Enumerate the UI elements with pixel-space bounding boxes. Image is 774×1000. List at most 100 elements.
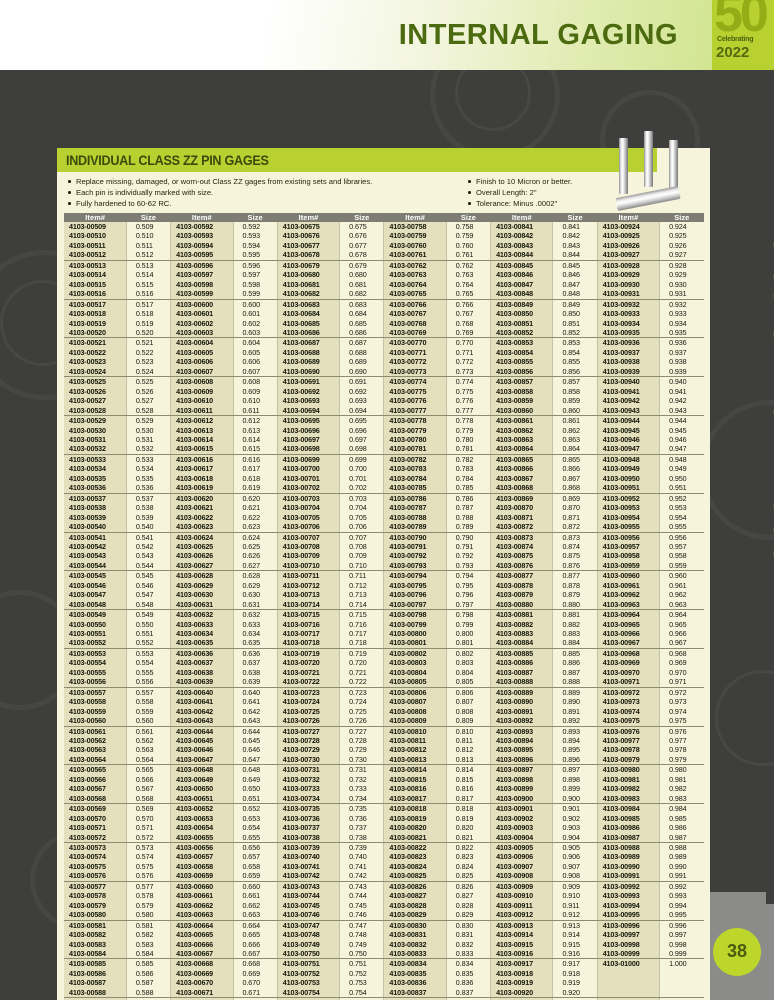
cell-size: 0.788 <box>446 512 492 523</box>
cell-size: 0.960 <box>659 570 704 581</box>
cell-item-number: 4103-00623 <box>170 522 234 533</box>
cell-size: 0.901 <box>552 803 598 814</box>
cell-item-number: 4103-00659 <box>170 871 234 882</box>
cell-item-number: 4103-00584 <box>64 948 127 960</box>
column-header-item: Item# <box>383 213 447 222</box>
cell-item-number: 4103-00855 <box>490 357 554 367</box>
cell-size: 0.914 <box>552 930 598 940</box>
cell-size: 0.601 <box>233 309 278 319</box>
cell-item-number: 4103-00842 <box>490 231 554 241</box>
table-row: 4103-00551 0.551 4103-00634 0.634 4103-00717… <box>64 629 704 639</box>
cell-size: 0.531 <box>126 434 172 445</box>
table-row: 4103-00538 0.538 4103-00621 0.621 4103-00704… <box>64 503 704 513</box>
cell-size: 0.819 <box>446 813 492 824</box>
cell-size: 0.935 <box>659 327 704 339</box>
cell-size: 0.748 <box>339 930 385 940</box>
cell-item-number: 4103-00876 <box>490 560 554 572</box>
cell-item-number: 4103-00629 <box>170 580 234 591</box>
cell-item-number: 4103-00519 <box>64 318 127 328</box>
cell-item-number: 4103-00696 <box>277 425 341 435</box>
feature-bullets: Replace missing, damaged, or worn-out Cl… <box>57 176 710 210</box>
cell-item-number: 4103-00664 <box>170 920 234 931</box>
cell-item-number: 4103-00764 <box>383 279 447 290</box>
cell-size: 0.985 <box>659 813 704 824</box>
cell-item-number: 4103-00915 <box>490 939 554 949</box>
cell-size: 0.951 <box>659 483 704 494</box>
cell-size: 0.784 <box>446 473 492 484</box>
cell-size: 0.973 <box>659 697 704 707</box>
cell-size: 0.837 <box>446 987 492 999</box>
cell-item-number: 4103-00919 <box>490 978 554 988</box>
cell-item-number: 4103-00645 <box>170 736 234 746</box>
bullet-item: Finish to 10 Micron or better. <box>467 176 667 187</box>
cell-size: 0.970 <box>659 667 704 678</box>
cell-size: 0.972 <box>659 687 704 698</box>
cell-item-number: 4103-00687 <box>277 337 341 348</box>
cell-size: 0.946 <box>659 434 704 445</box>
cell-item-number: 4103-00713 <box>277 590 341 600</box>
cell-size: 0.572 <box>126 832 172 843</box>
cell-size: 0.894 <box>552 736 598 746</box>
cell-size: 0.877 <box>552 570 598 581</box>
cell-item-number: 4103-00643 <box>170 716 234 727</box>
cell-item-number: 4103-00966 <box>597 629 661 639</box>
cell-size: 0.842 <box>552 231 598 241</box>
cell-size: 0.891 <box>552 706 598 717</box>
cell-size: 0.898 <box>552 774 598 785</box>
cell-item-number: 4103-00946 <box>597 434 661 445</box>
cell-item-number: 4103-00852 <box>490 327 554 339</box>
cell-size: 0.870 <box>552 503 598 513</box>
cell-size: 0.615 <box>233 444 278 455</box>
cell-item-number: 4103-00799 <box>383 619 447 630</box>
cell-item-number: 4103-00866 <box>490 464 554 474</box>
cell-size: 0.726 <box>339 716 385 727</box>
cell-size: 0.987 <box>659 832 704 843</box>
cell-item-number: 4103-00727 <box>277 726 341 737</box>
cell-item-number: 4103-00616 <box>170 454 234 465</box>
cell-item-number: 4103-00907 <box>490 861 554 872</box>
table-row: 4103-00534 0.534 4103-00617 0.617 4103-00700… <box>64 464 704 474</box>
cell-size: 0.635 <box>233 638 278 649</box>
cell-item-number: 4103-00882 <box>490 619 554 630</box>
column-header-size: Size <box>659 213 704 222</box>
cell-size: 0.934 <box>659 318 704 328</box>
cell-item-number: 4103-00817 <box>383 793 447 805</box>
cell-size: 0.536 <box>126 483 172 494</box>
table-row: 4103-00577 0.577 4103-00660 0.660 4103-00743… <box>64 881 704 892</box>
table-row: 4103-00574 0.574 4103-00657 0.657 4103-00740… <box>64 852 704 862</box>
cell-size: 0.700 <box>339 464 385 474</box>
cell-item-number: 4103-00621 <box>170 503 234 513</box>
cell-size: 0.638 <box>233 667 278 678</box>
cell-item-number: 4103-00630 <box>170 590 234 600</box>
cell-size: 0.896 <box>552 754 598 766</box>
cell-item-number: 4103-00605 <box>170 347 234 358</box>
cell-item-number: 4103-00809 <box>383 716 447 727</box>
cell-item-number: 4103-00838 <box>383 997 447 1000</box>
cell-item-number: 4103-00861 <box>490 415 554 426</box>
cell-item-number: 4103-00689 <box>277 357 341 367</box>
cell-size: 0.563 <box>126 745 172 755</box>
cell-item-number: 4103-00962 <box>597 590 661 600</box>
cell-item-number: 4103-00984 <box>597 803 661 814</box>
table-row: 4103-00543 0.543 4103-00626 0.626 4103-00709… <box>64 551 704 561</box>
cell-size: 0.647 <box>233 754 278 766</box>
cell-item-number: 4103-00748 <box>277 930 341 940</box>
cell-size: 0.766 <box>446 299 492 310</box>
cell-item-number: 4103-00958 <box>597 551 661 561</box>
cell-item-number: 4103-00753 <box>277 978 341 988</box>
cell-item-number: 4103-00998 <box>597 939 661 949</box>
cell-item-number: 4103-00960 <box>597 570 661 581</box>
cell-item-number: 4103-00762 <box>383 260 447 271</box>
cell-item-number: 4103-00587 <box>64 978 127 988</box>
cell-size: 0.869 <box>552 493 598 504</box>
cell-size: 0.986 <box>659 823 704 833</box>
cell-item-number: 4103-00618 <box>170 473 234 484</box>
cell-item-number: 4103-00811 <box>383 736 447 746</box>
cell-item-number: 4103-00694 <box>277 405 341 417</box>
cell-item-number: 4103-00890 <box>490 697 554 707</box>
cell-size: 0.527 <box>126 396 172 406</box>
cell-size: 0.750 <box>339 948 385 960</box>
cell-size: 0.670 <box>233 978 278 988</box>
cell-size: 0.578 <box>126 891 172 901</box>
cell-size: 0.537 <box>126 493 172 504</box>
